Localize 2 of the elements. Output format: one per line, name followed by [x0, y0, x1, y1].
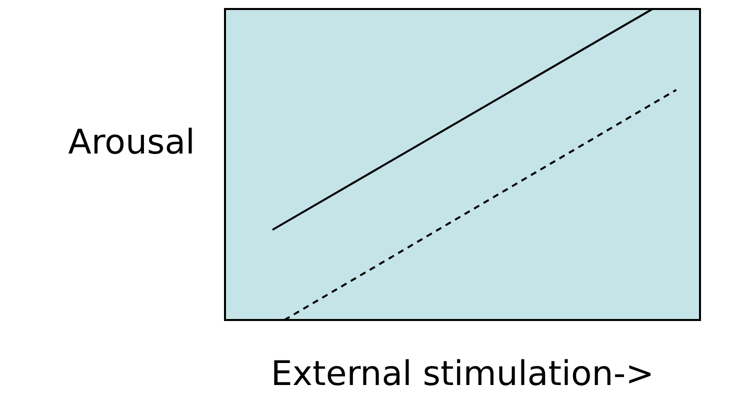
y-axis-title: Arousal [68, 122, 195, 162]
x-axis-title: External stimulation-> [270, 354, 654, 394]
